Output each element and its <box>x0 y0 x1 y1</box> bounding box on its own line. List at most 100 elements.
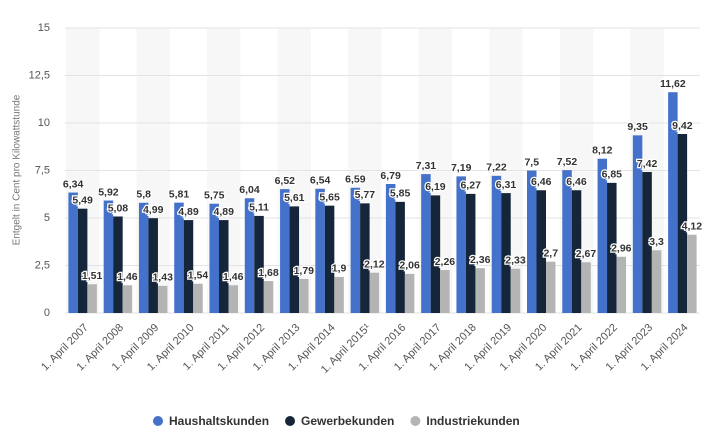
bar <box>77 208 88 313</box>
bar <box>456 176 466 313</box>
value-label: 6,79 <box>380 170 401 182</box>
value-label: 5,75 <box>204 190 225 202</box>
value-label: 5,92 <box>98 186 119 198</box>
value-label: 5,81 <box>169 188 190 200</box>
value-label: 7,52 <box>557 156 578 168</box>
value-label: 9,35 <box>627 121 648 133</box>
value-label: 5,77 <box>355 189 376 201</box>
bar <box>280 189 290 313</box>
value-label: 8,12 <box>592 145 613 157</box>
y-tick-label: 2,5 <box>35 259 50 271</box>
value-label: 6,54 <box>310 175 331 187</box>
value-label: 5,8 <box>136 189 151 201</box>
bar <box>616 256 627 313</box>
bar <box>334 276 344 313</box>
bar <box>491 175 502 313</box>
bar <box>138 202 149 313</box>
bar <box>562 170 572 313</box>
value-label: 1,46 <box>117 271 138 283</box>
value-label: 7,42 <box>637 158 658 170</box>
bar <box>113 216 123 313</box>
value-label: 4,99 <box>143 204 164 216</box>
value-label: 1,54 <box>188 270 209 282</box>
y-tick-label: 15 <box>38 22 50 34</box>
value-label: 6,31 <box>496 179 517 191</box>
bar <box>677 134 688 313</box>
y-tick-label: 0 <box>44 307 50 319</box>
bar <box>244 198 255 313</box>
bar <box>183 220 194 313</box>
value-label: 2,06 <box>399 260 420 272</box>
bar <box>369 272 380 313</box>
value-label: 7,31 <box>416 160 437 172</box>
y-tick-label: 7,5 <box>35 164 50 176</box>
value-label: 6,85 <box>602 169 623 181</box>
bar <box>254 215 264 313</box>
bar <box>632 135 643 313</box>
value-label: 2,12 <box>364 259 385 271</box>
value-label: 5,65 <box>319 191 340 203</box>
bar <box>350 187 361 313</box>
value-label: 2,67 <box>576 248 597 260</box>
bar <box>527 170 537 313</box>
value-label: 5,49 <box>72 194 93 206</box>
value-label: 4,89 <box>178 206 199 218</box>
value-label: 2,26 <box>435 256 456 268</box>
y-axis-label: Entgelt in Cent pro Kilowattstunde <box>12 94 23 245</box>
y-tick-label: 5 <box>44 212 50 224</box>
value-label: 6,52 <box>275 175 296 187</box>
legend-label: Haushaltskunden <box>169 414 269 428</box>
value-label: 6,59 <box>345 174 366 186</box>
value-label: 5,61 <box>284 192 305 204</box>
bar <box>299 278 309 313</box>
bar <box>597 158 608 313</box>
bar <box>385 183 396 313</box>
bar <box>157 285 168 313</box>
bar <box>546 261 556 313</box>
bar <box>687 234 697 313</box>
legend-marker <box>153 416 163 426</box>
bar <box>228 285 238 313</box>
bar <box>510 268 521 313</box>
value-label: 6,27 <box>460 180 481 192</box>
value-label: 1,79 <box>294 265 315 277</box>
value-label: 1,51 <box>82 270 103 282</box>
value-label: 2,36 <box>470 254 491 266</box>
bar <box>430 195 441 313</box>
bar <box>581 262 591 313</box>
value-label: 7,19 <box>451 162 472 174</box>
bar <box>475 268 485 313</box>
bar <box>122 285 133 313</box>
value-label: 5,85 <box>390 188 411 200</box>
legend-label: Gewerbekunden <box>301 414 394 428</box>
bar <box>404 273 415 313</box>
value-label: 7,22 <box>486 162 507 174</box>
value-label: 6,46 <box>566 176 587 188</box>
value-label: 6,19 <box>425 181 446 193</box>
value-label: 6,46 <box>531 176 552 188</box>
bar <box>68 192 78 313</box>
value-label: 2,7 <box>543 247 558 259</box>
bar <box>536 190 546 313</box>
bar <box>315 188 325 313</box>
bar <box>87 284 97 313</box>
bar <box>421 174 431 313</box>
legend-marker <box>285 416 296 426</box>
value-label: 1,43 <box>152 272 173 284</box>
value-label: 9,42 <box>672 120 693 132</box>
y-tick-label: 10 <box>38 117 50 129</box>
bar <box>501 193 511 313</box>
value-label: 3,3 <box>649 236 664 248</box>
bar <box>289 206 300 313</box>
bar <box>263 281 274 313</box>
bar <box>103 200 114 313</box>
value-label: 2,33 <box>505 255 526 267</box>
bar <box>193 283 203 313</box>
bar <box>174 202 184 313</box>
bar <box>440 270 450 313</box>
value-label: 6,04 <box>239 184 260 196</box>
value-label: 6,34 <box>63 178 84 190</box>
bar <box>607 182 617 313</box>
legend-label: Industriekunden <box>426 414 519 428</box>
